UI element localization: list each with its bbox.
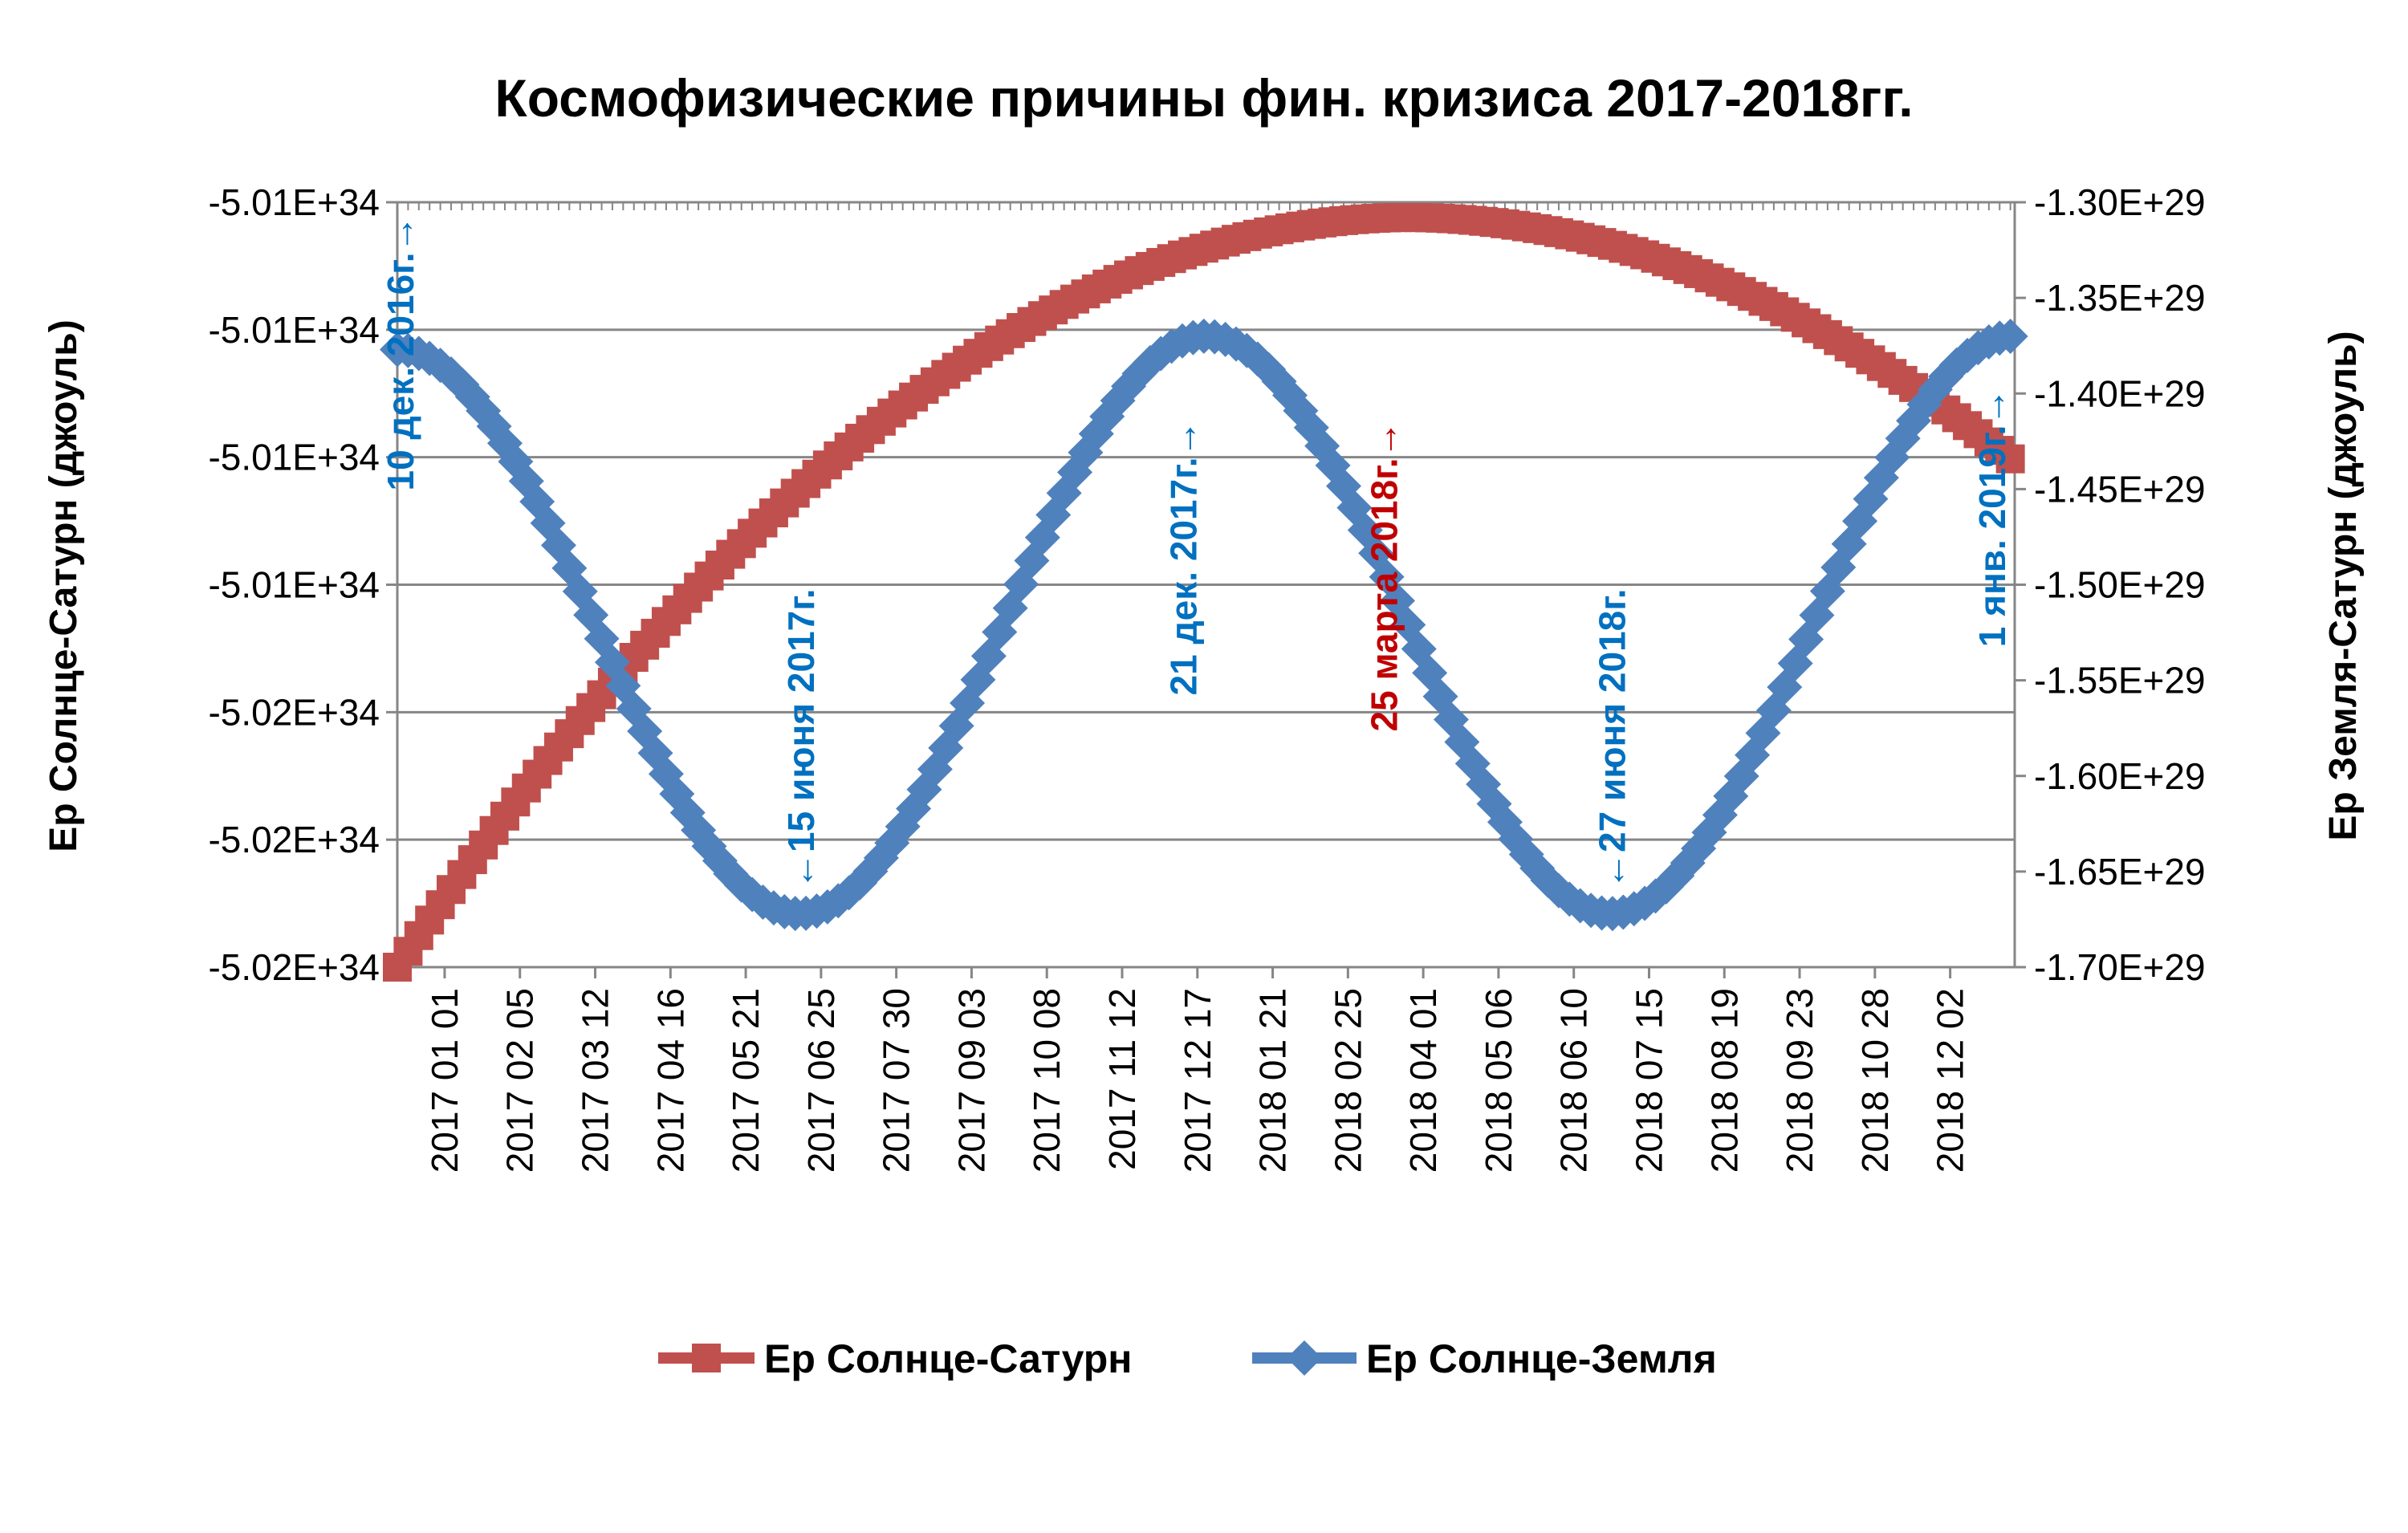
annotation: ←15 июня 2017г.: [780, 588, 822, 889]
right-tick-label: -1.40E+29: [2034, 372, 2206, 414]
x-axis: 2017 01 01 2017 02 05 2017 03 12 2017 04 16…: [424, 967, 1971, 1173]
left-tick-label: -5.02E+34: [208, 819, 380, 860]
annotation: ←27 июня 2018г.: [1591, 588, 1633, 889]
annotations: 10 дек. 2016г.→ ←15 июня 2017г. 21 дек. 20…: [380, 216, 2013, 889]
right-tick-label: -1.60E+29: [2034, 755, 2206, 797]
x-tick-label: 2018 09 23: [1779, 988, 1820, 1173]
right-tick-label: -1.65E+29: [2034, 851, 2206, 893]
left-axis-title: Ер Солнце-Сатурн (джоуль): [43, 319, 85, 852]
series-earth: [380, 318, 2028, 932]
x-tick-label: 2017 11 12: [1101, 988, 1143, 1170]
x-tick-label: 2017 01 01: [424, 988, 466, 1173]
left-tick-label: -5.01E+34: [208, 181, 380, 223]
right-tick-label: -1.50E+29: [2034, 564, 2206, 606]
left-axis: -5.01E+34 -5.01E+34 -5.01E+34 -5.01E+34 -5.0…: [208, 181, 397, 988]
marker-saturn: [1995, 444, 2025, 474]
x-tick-label: 2017 05 21: [725, 988, 767, 1173]
left-tick-label: -5.02E+34: [208, 691, 380, 733]
legend-label-earth: Ер Солнце-Земля: [1366, 1336, 1717, 1381]
x-tick-label: 2018 08 19: [1703, 988, 1745, 1173]
x-tick-label: 2017 02 05: [499, 988, 541, 1173]
x-tick-label: 2017 06 25: [800, 988, 842, 1173]
left-tick-label: -5.02E+34: [208, 946, 380, 988]
annotation: 10 дек. 2016г.→: [380, 216, 421, 491]
x-tick-label: 2017 12 17: [1177, 988, 1218, 1173]
marker-earth: [669, 795, 706, 831]
legend-marker-earth: [1287, 1340, 1322, 1376]
legend-label-saturn: Ер Солнце-Сатурн: [764, 1336, 1133, 1381]
x-tick-label: 2018 05 06: [1478, 988, 1519, 1173]
grid: [396, 201, 2016, 969]
annotation: 21 дек. 2017г.→: [1163, 421, 1205, 696]
right-tick-label: -1.70E+29: [2034, 946, 2206, 988]
x-tick-label: 2017 03 12: [575, 988, 616, 1173]
x-tick-label: 2018 07 15: [1628, 988, 1670, 1173]
x-tick-label: 2017 04 16: [649, 988, 691, 1173]
x-tick-label: 2018 12 02: [1930, 988, 1971, 1173]
legend-item-saturn: Ер Солнце-Сатурн: [658, 1336, 1133, 1381]
x-tick-label: 2018 02 25: [1327, 988, 1369, 1173]
annotation: 25 марта 2018г.→: [1363, 421, 1405, 731]
x-tick-label: 2017 09 03: [950, 988, 992, 1173]
left-tick-label: -5.01E+34: [208, 437, 380, 478]
right-tick-label: -1.45E+29: [2034, 468, 2206, 510]
left-tick-label: -5.01E+34: [208, 309, 380, 351]
legend-item-earth: Ер Солнце-Земля: [1252, 1336, 1717, 1381]
right-tick-label: -1.55E+29: [2034, 660, 2206, 701]
right-tick-label: -1.30E+29: [2034, 181, 2206, 223]
x-tick-label: 2017 10 08: [1026, 988, 1068, 1173]
marker-earth: [1992, 318, 2028, 354]
x-tick-label: 2018 01 21: [1252, 988, 1294, 1173]
series-saturn: [383, 203, 2025, 982]
x-tick-label: 2018 06 10: [1553, 988, 1595, 1173]
x-tick-label: 2018 04 01: [1402, 988, 1444, 1173]
x-tick-label: 2018 10 28: [1854, 988, 1896, 1173]
annotation: 1 янв. 2019г.→: [1971, 388, 2013, 648]
legend-marker-saturn: [692, 1344, 721, 1372]
x-tick-label: 2017 07 30: [876, 988, 917, 1173]
right-axis-title: Ер Земля-Сатурн (джоуль): [2322, 331, 2365, 840]
marker-earth: [1896, 403, 1932, 439]
left-tick-label: -5.01E+34: [208, 564, 380, 606]
right-axis: -1.30E+29 -1.35E+29 -1.40E+29 -1.45E+29 -1.5…: [2015, 181, 2206, 988]
chart-title: Космофизические причины фин. кризиса 201…: [494, 68, 1913, 128]
legend: Ер Солнце-Сатурн Ер Солнце-Земля: [658, 1336, 1717, 1381]
right-tick-label: -1.35E+29: [2034, 277, 2206, 319]
